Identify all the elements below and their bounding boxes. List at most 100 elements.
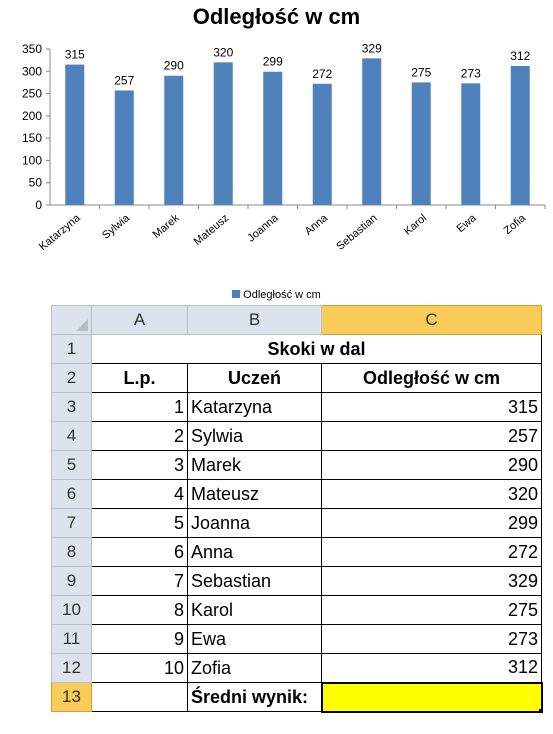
- row-header[interactable]: 10: [51, 595, 92, 625]
- student-name-cell[interactable]: Mateusz: [187, 479, 322, 509]
- distance-cell[interactable]: 272: [321, 537, 542, 567]
- spreadsheet: A B C 1 Skoki w dal 2 L.p. Uczeń Odległo…: [51, 305, 543, 713]
- lp-cell[interactable]: 8: [91, 595, 188, 625]
- header-student-cell[interactable]: Uczeń: [187, 363, 322, 393]
- y-tick-label: 150: [22, 131, 42, 145]
- distance-cell[interactable]: 257: [321, 421, 542, 451]
- category-label: Joanna: [245, 212, 281, 245]
- student-name-cell[interactable]: Zofia: [187, 653, 322, 683]
- bar: [114, 90, 134, 205]
- bar: [411, 82, 431, 205]
- category-label: Sylwia: [100, 212, 133, 242]
- fill-handle[interactable]: [538, 708, 540, 710]
- row-header[interactable]: 7: [51, 508, 92, 538]
- distance-cell[interactable]: 299: [321, 508, 542, 538]
- row-header[interactable]: 4: [51, 421, 92, 451]
- student-name-cell[interactable]: Sebastian: [187, 566, 322, 596]
- column-header-b[interactable]: B: [187, 305, 322, 335]
- student-name-cell[interactable]: Joanna: [187, 508, 322, 538]
- data-label: 275: [411, 65, 431, 79]
- spreadsheet-grid: A B C 1 Skoki w dal 2 L.p. Uczeń Odległo…: [51, 305, 543, 713]
- bar-chart: 0 50 100 150 200 250 300 350 315 Katarzyna 257 Sylw…: [22, 41, 546, 254]
- column-header-row: A B C: [51, 305, 542, 335]
- student-name-cell[interactable]: Sylwia: [187, 421, 322, 451]
- category-label: Katarzyna: [37, 212, 83, 254]
- column-header-a[interactable]: A: [91, 305, 188, 335]
- bar: [65, 64, 85, 205]
- student-name-cell[interactable]: Katarzyna: [187, 392, 322, 422]
- lp-cell[interactable]: 2: [91, 421, 188, 451]
- data-label: 257: [114, 73, 134, 87]
- data-label: 320: [213, 45, 233, 59]
- average-value-cell[interactable]: [320, 681, 543, 713]
- bar: [164, 75, 184, 205]
- average-label-cell[interactable]: Średni wynik:: [187, 682, 322, 712]
- table-title-cell[interactable]: Skoki w dal: [91, 334, 542, 364]
- lp-cell[interactable]: 6: [91, 537, 188, 567]
- bar: [510, 65, 530, 206]
- lp-cell[interactable]: 7: [91, 566, 188, 596]
- table-row: 5 3 Marek 290: [51, 450, 542, 480]
- category-label: Zofia: [502, 212, 529, 237]
- row-header-1[interactable]: 1: [51, 334, 92, 364]
- lp-cell[interactable]: 4: [91, 479, 188, 509]
- data-label: 273: [461, 66, 481, 80]
- category-label: Anna: [303, 212, 331, 238]
- y-tick-label: 0: [35, 198, 42, 212]
- data-label: 315: [65, 48, 85, 62]
- bar: [362, 58, 382, 205]
- lp-cell[interactable]: 3: [91, 450, 188, 480]
- lp-cell[interactable]: 5: [91, 508, 188, 538]
- y-tick-label: 300: [22, 64, 42, 78]
- student-name-cell[interactable]: Karol: [187, 595, 322, 625]
- data-rows: 3 1 Katarzyna 315 4 2 Sylwia 257 5 3 Marek 290 6 4 Mat…: [51, 392, 542, 683]
- bar: [461, 83, 481, 205]
- table-row: 4 2 Sylwia 257: [51, 421, 542, 451]
- bar: [213, 62, 233, 205]
- bar: [312, 83, 332, 205]
- header-lp-cell[interactable]: L.p.: [91, 363, 188, 393]
- table-row: 9 7 Sebastian 329: [51, 566, 542, 596]
- distance-cell[interactable]: 290: [321, 450, 542, 480]
- student-name-cell[interactable]: Marek: [187, 450, 322, 480]
- lp-cell[interactable]: 1: [91, 392, 188, 422]
- lp-cell[interactable]: 9: [91, 624, 188, 654]
- row-header[interactable]: 11: [51, 624, 92, 654]
- distance-cell[interactable]: 312: [321, 653, 542, 683]
- sheet-row-2: 2 L.p. Uczeń Odległość w cm: [51, 363, 542, 393]
- student-name-cell[interactable]: Anna: [187, 537, 322, 567]
- table-row: 3 1 Katarzyna 315: [51, 392, 542, 422]
- table-row: 10 8 Karol 275: [51, 595, 542, 625]
- lp-cell[interactable]: 10: [91, 653, 188, 683]
- row-header[interactable]: 5: [51, 450, 92, 480]
- row-header[interactable]: 8: [51, 537, 92, 567]
- data-label: 272: [312, 67, 332, 81]
- row-header[interactable]: 9: [51, 566, 92, 596]
- chart-legend: Odległość w cm: [0, 289, 553, 301]
- sheet-row-13: 13 Średni wynik:: [51, 681, 543, 713]
- distance-cell[interactable]: 275: [321, 595, 542, 625]
- select-all-corner[interactable]: [51, 305, 92, 335]
- distance-cell[interactable]: 273: [321, 624, 542, 654]
- row-header[interactable]: 3: [51, 392, 92, 422]
- y-tick-label: 50: [29, 176, 43, 190]
- legend-label: Odległość w cm: [243, 289, 321, 301]
- row-header[interactable]: 12: [51, 653, 92, 683]
- row-header[interactable]: 6: [51, 479, 92, 509]
- category-label: Marek: [151, 212, 183, 241]
- data-label: 290: [164, 59, 184, 73]
- table-row: 7 5 Joanna 299: [51, 508, 542, 538]
- category-label: Ewa: [455, 212, 480, 236]
- header-distance-cell[interactable]: Odległość w cm: [321, 363, 542, 393]
- category-label: Karol: [402, 212, 429, 238]
- column-header-c[interactable]: C: [321, 305, 542, 335]
- distance-cell[interactable]: 320: [321, 479, 542, 509]
- cell-a13[interactable]: [91, 682, 188, 712]
- distance-cell[interactable]: 315: [321, 392, 542, 422]
- distance-cell[interactable]: 329: [321, 566, 542, 596]
- row-header-13[interactable]: 13: [51, 682, 92, 712]
- student-name-cell[interactable]: Ewa: [187, 624, 322, 654]
- table-row: 8 6 Anna 272: [51, 537, 542, 567]
- sheet-row-1: 1 Skoki w dal: [51, 334, 542, 364]
- row-header-2[interactable]: 2: [51, 363, 92, 393]
